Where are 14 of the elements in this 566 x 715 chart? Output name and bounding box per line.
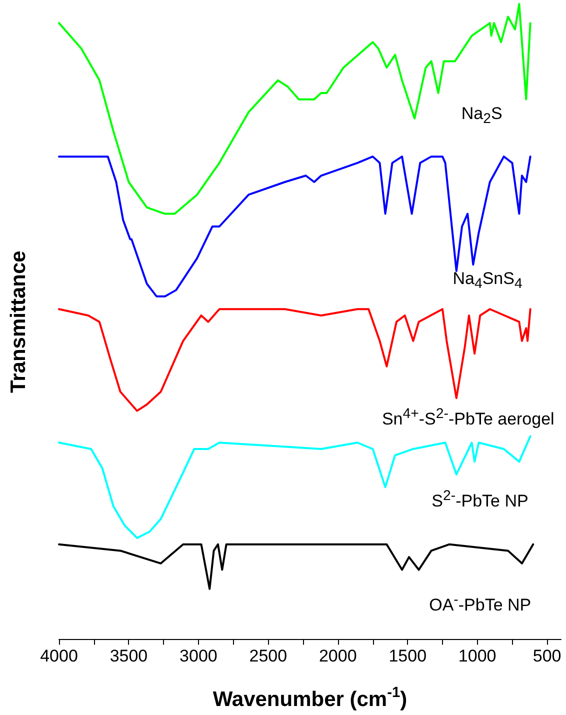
x-tick-label: 3000 [180, 646, 218, 666]
x-tick-label: 2000 [318, 646, 357, 666]
series-label: S$^{2-}$-PbTe NP [432, 488, 528, 512]
x-tick-label: 4000 [40, 646, 78, 666]
series-label: Sn$^{4+}$-S$^{2-}$-PbTe aerogel [382, 406, 554, 430]
y-axis-title: Transmittance [7, 250, 30, 394]
series-label: Na$_{4}$SnS$_{4}$ [452, 268, 522, 293]
series-label: Na$_{2}$S [461, 104, 502, 128]
x-tick-label: 2500 [249, 646, 288, 666]
series-label: OA$^{-}$-PbTe NP [429, 592, 532, 616]
x-tick-label: 3500 [110, 646, 148, 666]
x-tick-label: 500 [532, 646, 562, 666]
x-tick-label: 1000 [458, 646, 496, 666]
x-tick-label: 1500 [388, 646, 427, 666]
